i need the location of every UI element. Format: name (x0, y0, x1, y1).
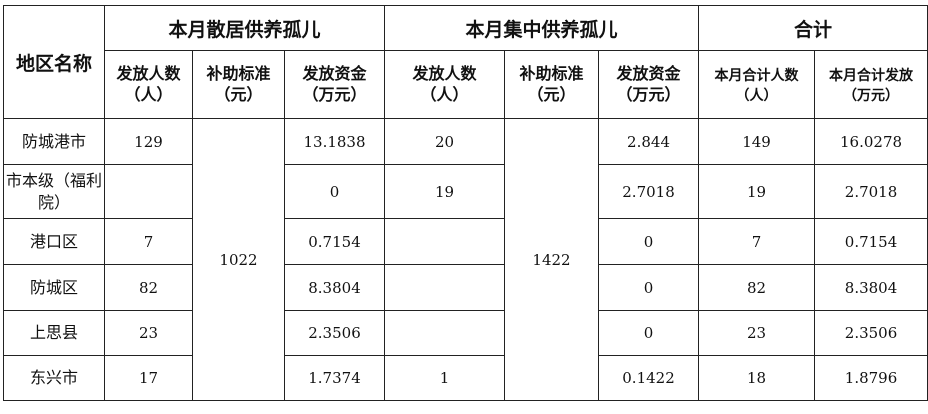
centralized-fund-cell: 0 (598, 218, 700, 265)
column-header-label: 本月合计发放 (829, 66, 914, 83)
column-header: 补助标准 （元） (504, 50, 600, 119)
region-header: 地区名称 (3, 5, 105, 119)
scattered-fund-cell: 8.3804 (283, 264, 386, 311)
scattered-fund-cell: 2.3506 (283, 310, 386, 356)
column-header: 本月合计发放 （万元） (814, 50, 928, 119)
column-header-label: 发放人数 (116, 65, 181, 83)
total-count-cell: 23 (698, 310, 816, 356)
column-header-label: 发放资金 (616, 65, 681, 83)
table-row: 港口区 7 0.7154 0 7 0.7154 (3, 218, 928, 265)
scattered-fund-cell: 1.7374 (283, 355, 386, 401)
scattered-fund-cell: 13.1838 (283, 118, 386, 165)
scattered-standard-cell: 1022 (192, 118, 285, 401)
total-fund-cell: 0.7154 (814, 218, 928, 265)
column-header-unit: （元） (214, 86, 263, 104)
centralized-fund-cell: 0 (598, 310, 700, 356)
scattered-count-cell: 23 (104, 310, 193, 356)
total-count-cell: 82 (698, 264, 816, 311)
table-row: 上思县 23 2.3506 0 23 2.3506 (3, 310, 928, 356)
column-header-unit: （人） (124, 86, 173, 104)
group-header-centralized: 本月集中供养孤儿 (384, 5, 700, 51)
region-cell: 东兴市 (3, 355, 105, 401)
centralized-fund-cell: 0.1422 (598, 355, 700, 401)
centralized-fund-cell: 2.844 (598, 118, 700, 165)
total-count-cell: 18 (698, 355, 816, 401)
centralized-count-cell (384, 218, 506, 265)
centralized-fund-cell: 0 (598, 264, 700, 311)
column-header-unit: （万元） (843, 86, 900, 103)
scattered-count-cell: 17 (104, 355, 193, 401)
table-row: 东兴市 17 1.7374 1 0.1422 18 1.8796 (3, 355, 928, 401)
region-cell: 市本级（福利院） (3, 164, 105, 219)
total-count-cell: 19 (698, 164, 816, 219)
column-header-unit: （人） (420, 86, 469, 104)
scattered-count-cell (104, 164, 193, 219)
centralized-count-cell (384, 310, 506, 356)
column-header: 发放人数 （人） (384, 50, 506, 119)
table-row: 防城港市 129 1022 13.1838 20 1422 2.844 149 16.0278 (3, 118, 928, 401)
scattered-count-cell: 82 (104, 264, 193, 311)
table-row: 防城区 82 8.3804 0 82 8.3804 (3, 264, 928, 311)
column-header-unit: （人） (735, 86, 778, 103)
total-fund-cell: 16.0278 (814, 118, 928, 165)
region-cell: 上思县 (3, 310, 105, 356)
centralized-fund-cell: 2.7018 (598, 164, 700, 219)
column-header: 本月合计人数 （人） (698, 50, 816, 119)
total-fund-cell: 2.7018 (814, 164, 928, 219)
group-header-total: 合计 (698, 5, 928, 51)
total-fund-cell: 2.3506 (814, 310, 928, 356)
scattered-count-cell: 129 (104, 118, 193, 165)
scattered-fund-cell: 0 (283, 164, 386, 219)
column-header-label: 补助标准 (519, 65, 584, 83)
total-count-cell: 149 (698, 118, 816, 165)
table-row: 市本级（福利院） 0 19 2.7018 19 2.7018 (3, 164, 928, 219)
column-header-label: 本月合计人数 (714, 66, 799, 83)
scattered-fund-cell: 0.7154 (283, 218, 386, 265)
total-count-cell: 7 (698, 218, 816, 265)
centralized-count-cell: 19 (384, 164, 506, 219)
total-fund-cell: 8.3804 (814, 264, 928, 311)
column-header: 发放人数 （人） (104, 50, 193, 119)
centralized-count-cell (384, 264, 506, 311)
region-cell: 港口区 (3, 218, 105, 265)
column-header-unit: （元） (527, 86, 576, 104)
centralized-count-cell: 20 (384, 118, 506, 165)
column-header-label: 发放资金 (302, 65, 367, 83)
group-header-scattered: 本月散居供养孤儿 (103, 5, 386, 51)
column-header-label: 补助标准 (206, 65, 271, 83)
region-cell: 防城港市 (3, 118, 105, 165)
column-header: 补助标准 （元） (192, 50, 285, 119)
column-header: 发放资金 （万元） (283, 50, 386, 119)
total-fund-cell: 1.8796 (814, 355, 928, 401)
column-header: 发放资金 （万元） (598, 50, 700, 119)
centralized-standard-cell: 1422 (504, 118, 600, 401)
orphan-subsidy-table: 地区名称 本月散居供养孤儿 本月集中供养孤儿 合计 发放人数 （人） 补助标准 （元）… (3, 5, 928, 401)
region-cell: 防城区 (3, 264, 105, 311)
scattered-count-cell: 7 (104, 218, 193, 265)
centralized-count-cell: 1 (384, 355, 506, 401)
column-header-unit: （万元） (616, 86, 681, 104)
column-header-label: 发放人数 (412, 65, 477, 83)
column-header-unit: （万元） (302, 86, 367, 104)
